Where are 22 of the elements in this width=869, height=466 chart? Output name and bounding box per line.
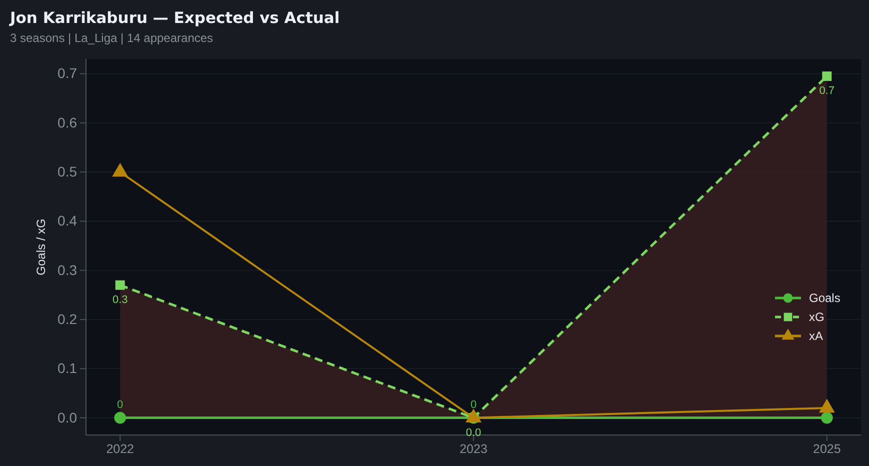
y-tick-label: 0.4 [58,212,78,229]
legend-label: Goals [809,290,840,305]
y-tick-label: 0.5 [58,164,78,180]
y-tick-label: 0.3 [58,262,78,278]
chart-title: Jon Karrikaburu — Expected vs Actual [9,9,340,27]
data-label: 0.3 [112,294,128,306]
data-label: 0 [470,398,477,411]
y-tick-label: 0.1 [58,360,78,376]
legend-label: xG [809,310,824,324]
chart-subtitle: 3 seasons | La_Liga | 14 appearances [10,31,214,45]
y-tick-label: 0.7 [58,65,78,82]
data-label: 0.0 [466,426,482,439]
legend-label: xA [809,328,824,343]
x-tick-label: 2023 [460,442,488,456]
x-tick-label: 2025 [812,442,841,456]
x-tick-label: 2022 [106,442,134,456]
y-axis-title: Goals / xG [34,218,48,276]
data-label: 0.7 [819,85,835,98]
y-tick-label: 0.0 [58,409,78,426]
data-label: 0 [117,398,124,411]
y-tick-label: 0.6 [58,114,78,130]
y-tick-label: 0.2 [58,310,78,327]
